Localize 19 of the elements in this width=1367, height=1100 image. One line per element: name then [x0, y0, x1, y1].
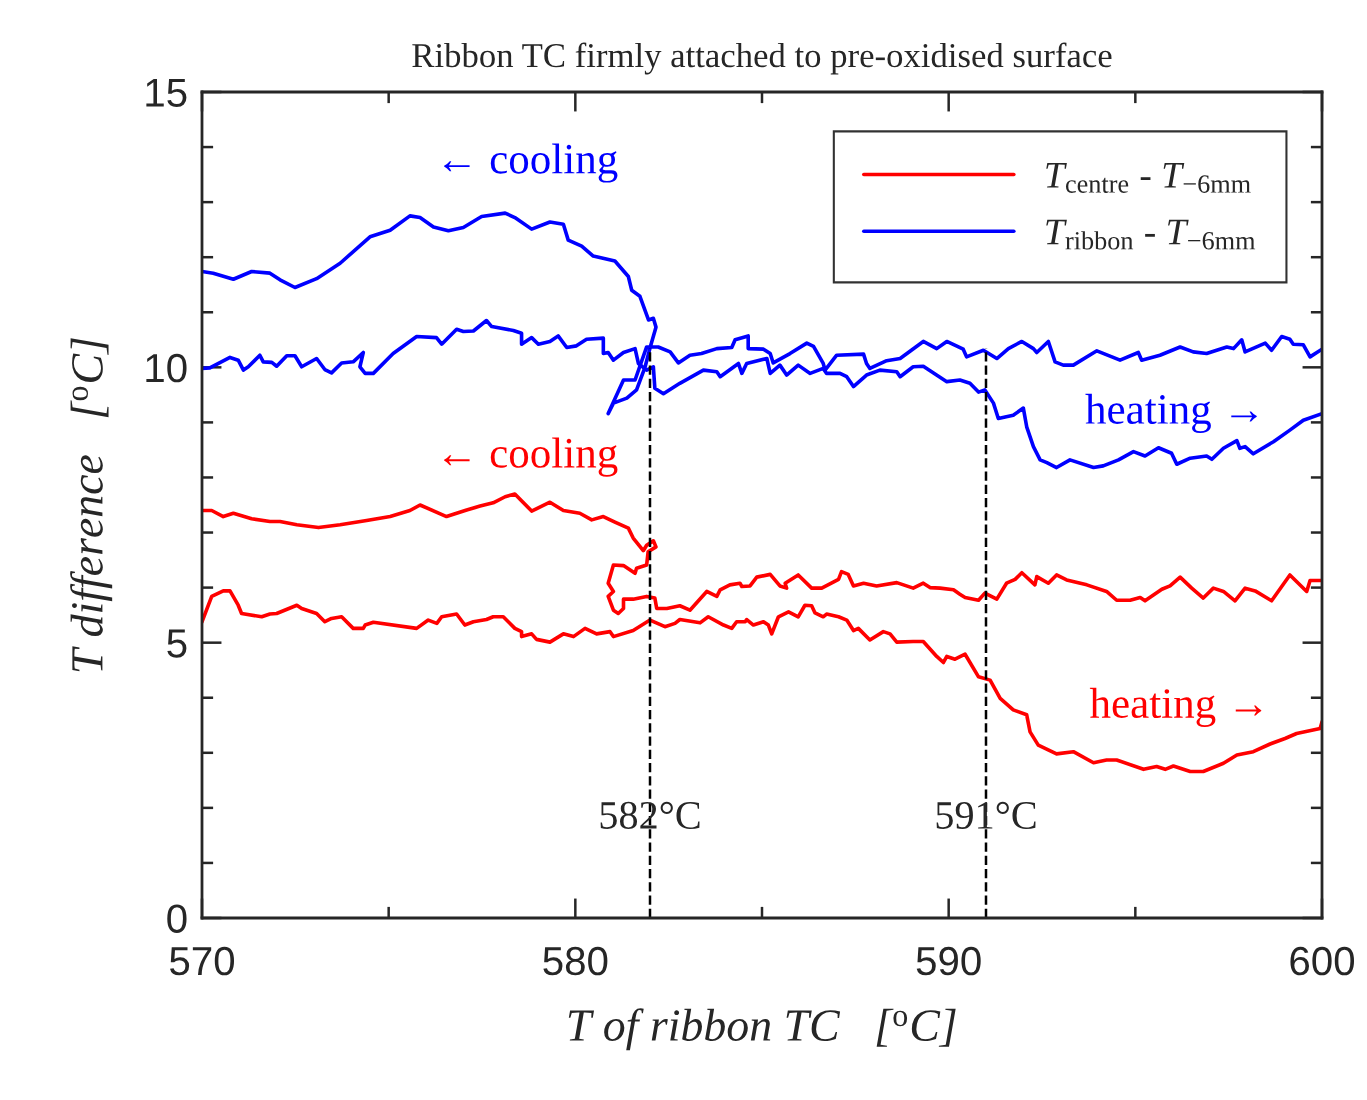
x-axis-title: T of ribbon TC [$^{o}$C] [568, 1008, 956, 1051]
legend-label: T$_{ribbon}$ - T$_{−6mm}$ [1046, 219, 1256, 250]
x-tick-label: 570 [170, 946, 235, 976]
annotation: ← cooling [444, 437, 618, 477]
legend-label: T$_{centre}$ - T$_{−6mm}$ [1046, 162, 1251, 193]
y-tick-label: 15 [146, 78, 187, 107]
y-tick-label: 0 [167, 904, 187, 933]
y-tick-label: 5 [167, 629, 187, 658]
chart-title: Ribbon TC firmly attached to pre-oxidised surface [412, 42, 1112, 75]
ref-line-label: 582°C [600, 801, 700, 829]
x-tick-label: 590 [916, 946, 981, 976]
x-tick-label: 600 [1290, 946, 1355, 976]
y-axis-title: T difference [$^{o}$C] [70, 338, 113, 672]
y-tick-label: 10 [146, 353, 187, 383]
annotation: heating → [1089, 687, 1262, 727]
x-tick-label: 580 [543, 946, 608, 976]
annotation: ← cooling [444, 143, 618, 183]
ref-line-label: 591°C [936, 801, 1036, 829]
annotation: heating → [1085, 393, 1257, 433]
